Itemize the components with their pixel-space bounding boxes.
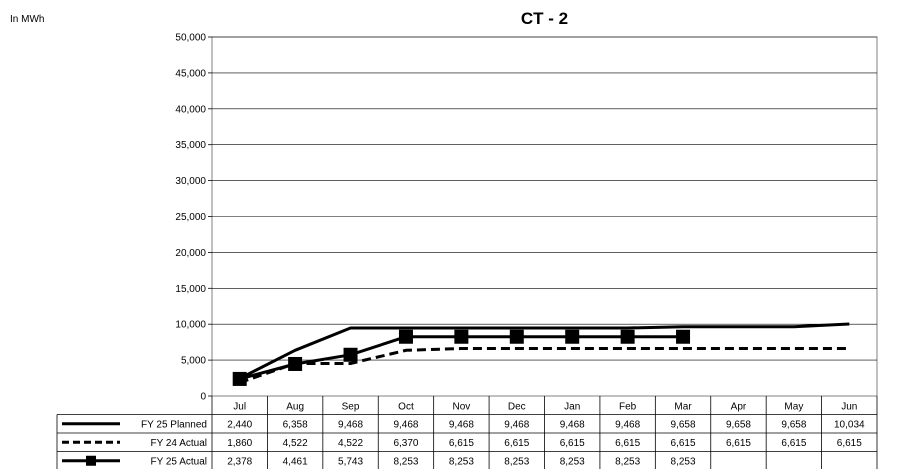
table-cell-value: 8,253 xyxy=(393,456,418,467)
table-cell-value: 6,615 xyxy=(671,438,696,449)
table-cell-value: 9,468 xyxy=(504,419,529,430)
series-line xyxy=(239,322,850,380)
data-point-marker xyxy=(454,329,469,344)
y-tick-label: 30,000 xyxy=(175,176,206,187)
unit-label: In MWh xyxy=(10,14,44,25)
table-cell-value: 4,461 xyxy=(283,456,308,467)
series-line xyxy=(239,347,850,385)
y-tick-label: 15,000 xyxy=(175,284,206,295)
table-cell-value: 9,468 xyxy=(560,419,585,430)
x-category-label: Jan xyxy=(564,401,580,412)
table-cell-value: 10,034 xyxy=(834,419,865,430)
data-point-marker xyxy=(398,329,413,344)
y-tick-label: 40,000 xyxy=(175,104,206,115)
table-cell-value: 1,860 xyxy=(227,438,252,449)
y-tick-label: 20,000 xyxy=(175,248,206,259)
table-cell-value: 9,468 xyxy=(393,419,418,430)
table-cell-value: 2,440 xyxy=(227,419,252,430)
y-tick-label: 45,000 xyxy=(175,68,206,79)
y-tick-label: 25,000 xyxy=(175,212,206,223)
table-cell-value: 9,658 xyxy=(726,419,751,430)
x-category-label: Jun xyxy=(841,401,857,412)
table-cell-value: 9,468 xyxy=(449,419,474,430)
table-cell-value: 4,522 xyxy=(338,438,363,449)
table-cell-value: 8,253 xyxy=(504,456,529,467)
y-tick-label: 10,000 xyxy=(175,320,206,331)
table-cell-value: 6,615 xyxy=(837,438,862,449)
x-category-label: Apr xyxy=(731,401,747,412)
table-cell-value: 9,468 xyxy=(338,419,363,430)
data-point-marker xyxy=(620,329,635,344)
y-tick-label: 35,000 xyxy=(175,140,206,151)
x-category-label: Oct xyxy=(398,401,414,412)
table-cell-value: 9,658 xyxy=(671,419,696,430)
x-category-label: Jul xyxy=(233,401,246,412)
y-tick-label: 5,000 xyxy=(181,356,206,367)
table-cell-value: 6,358 xyxy=(283,419,308,430)
legend-key-marker xyxy=(86,455,96,466)
table-cell-value: 6,615 xyxy=(615,438,640,449)
table-cell-value: 6,615 xyxy=(560,438,585,449)
y-tick-label: 50,000 xyxy=(175,33,206,44)
chart-title: CT - 2 xyxy=(521,9,568,28)
table-cell-value: 2,378 xyxy=(227,456,252,467)
table-cell-value: 8,253 xyxy=(560,456,585,467)
x-category-label: Sep xyxy=(342,401,360,412)
x-category-label: Mar xyxy=(674,401,692,412)
table-cell-value: 8,253 xyxy=(615,456,640,467)
legend-series-name: FY 25 Planned xyxy=(141,419,207,430)
table-cell-value: 6,615 xyxy=(781,438,806,449)
data-point-marker xyxy=(288,356,303,371)
data-point-marker xyxy=(232,371,247,386)
data-point-marker xyxy=(676,329,691,344)
table-cell-value: 5,743 xyxy=(338,456,363,467)
table-cell-value: 9,468 xyxy=(615,419,640,430)
data-point-marker xyxy=(565,329,580,344)
x-category-label: Nov xyxy=(452,401,470,412)
x-category-label: Aug xyxy=(286,401,304,412)
table-cell-value: 8,253 xyxy=(671,456,696,467)
x-category-label: Feb xyxy=(619,401,637,412)
table-cell-value: 6,615 xyxy=(449,438,474,449)
table-cell-value: 9,658 xyxy=(781,419,806,430)
x-category-label: Dec xyxy=(508,401,526,412)
legend-series-name: FY 24 Actual xyxy=(150,438,207,449)
table-cell-value: 6,370 xyxy=(393,438,418,449)
table-cell-value: 4,522 xyxy=(283,438,308,449)
x-category-label: May xyxy=(784,401,803,412)
data-point-marker xyxy=(509,329,524,344)
y-tick-label: 0 xyxy=(200,392,206,403)
data-point-marker xyxy=(343,347,358,362)
table-cell-value: 6,615 xyxy=(726,438,751,449)
legend-series-name: FY 25 Actual xyxy=(150,456,207,467)
table-cell-value: 6,615 xyxy=(504,438,529,449)
table-cell-value: 8,253 xyxy=(449,456,474,467)
